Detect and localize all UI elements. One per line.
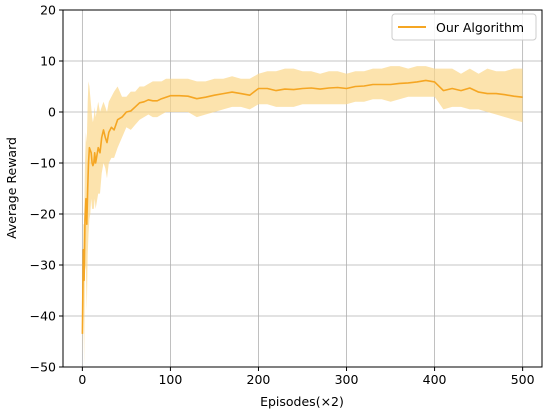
legend-box <box>391 13 537 41</box>
y-tick-label: 10 <box>40 54 56 69</box>
confidence-band <box>82 66 523 367</box>
y-tick-label: −20 <box>30 207 56 222</box>
x-tick-label: 400 <box>423 372 447 387</box>
y-tick-label: −50 <box>30 360 56 375</box>
y-axis-label: Average Reward <box>4 137 19 239</box>
y-tick-label: 20 <box>40 3 56 18</box>
y-tick-label: 0 <box>48 105 56 120</box>
axis-ticks: 0 100 200 300 400 500 −50 −40 −30 −20 −10 0 10 20 <box>30 3 535 388</box>
series-line <box>81 79 523 334</box>
x-tick-label: 500 <box>511 372 535 387</box>
x-axis-label: Episodes(×2) <box>260 394 344 409</box>
series-line-layer <box>81 79 523 334</box>
legend-label: Our Algorithm <box>436 20 524 35</box>
x-tick-label: 100 <box>158 372 182 387</box>
x-tick-label: 0 <box>78 372 86 387</box>
legend: Our Algorithm <box>391 13 537 41</box>
plot-frame <box>62 9 543 368</box>
confidence-band-layer <box>82 66 523 367</box>
x-tick-label: 200 <box>247 372 271 387</box>
y-tick-label: −40 <box>30 309 56 324</box>
y-tick-label: −10 <box>30 156 56 171</box>
y-tick-label: −30 <box>30 258 56 273</box>
x-tick-label: 300 <box>335 372 359 387</box>
grid <box>63 9 542 368</box>
